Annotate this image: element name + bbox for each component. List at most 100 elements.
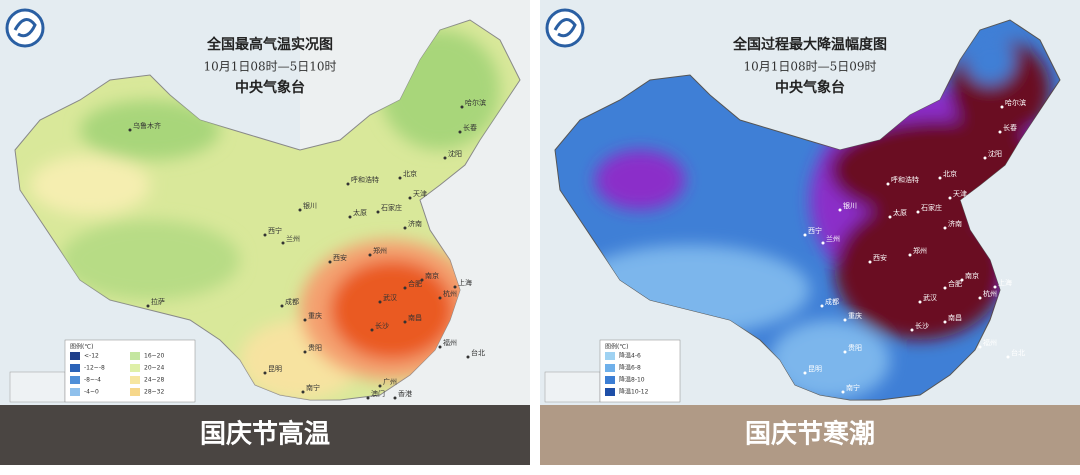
legend-label: 降温6-8 (619, 364, 641, 372)
city-label: 长春 (463, 123, 477, 132)
city-dot (366, 396, 370, 400)
city-label: 哈尔滨 (465, 98, 486, 107)
city-label: 合肥 (948, 279, 962, 288)
right-panel: 全国过程最大降温幅度图 10月1日08时—5日09时 中央气象台 图例(℃) 国… (540, 0, 1080, 465)
city-dot (943, 226, 947, 230)
city-dot (916, 210, 920, 214)
city-label: 贵阳 (848, 343, 862, 352)
city-dot (843, 350, 847, 354)
city-label: 南京 (965, 271, 979, 280)
city-label: 广州 (383, 377, 397, 386)
city-label: 贵阳 (308, 343, 322, 352)
city-label: 济南 (948, 219, 962, 228)
city-label: 兰州 (826, 234, 840, 243)
city-dot (368, 253, 372, 257)
city-label: 长沙 (915, 321, 929, 330)
city-label: 沈阳 (448, 149, 462, 158)
city-dot (303, 350, 307, 354)
legend-label: 20~24 (144, 365, 164, 372)
legend-label: 24~28 (144, 377, 164, 384)
city-dot (993, 285, 997, 289)
city-dot (820, 304, 824, 308)
city-label: 南宁 (846, 383, 860, 392)
city-dot (886, 182, 890, 186)
city-label: 杭州 (443, 289, 457, 298)
legend-swatch (130, 376, 140, 384)
legend-title: 图例(℃) (605, 343, 628, 351)
city-dot (378, 384, 382, 388)
city-label: 沈阳 (988, 149, 1002, 158)
city-dot (298, 208, 302, 212)
map-title: 全国最高气温实况图 (206, 36, 333, 53)
city-dot (458, 130, 462, 134)
city-label: 台北 (471, 348, 485, 357)
city-dot (303, 318, 307, 322)
legend-title: 图例(℃) (70, 343, 93, 351)
city-dot (301, 390, 305, 394)
city-label: 南京 (425, 271, 439, 280)
city-dot (378, 300, 382, 304)
city-dot (280, 304, 284, 308)
caption: 国庆节高温 (200, 419, 330, 450)
city-label: 澳门 (371, 389, 385, 398)
legend-label: 16~20 (144, 353, 164, 360)
city-dot (803, 371, 807, 375)
city-label: 西宁 (808, 226, 822, 235)
city-label: 台北 (1011, 348, 1025, 357)
city-dot (420, 278, 424, 282)
legend-label: 28~32 (144, 389, 164, 396)
city-label: 西安 (333, 253, 347, 262)
city-dot (943, 320, 947, 324)
city-dot (443, 156, 447, 160)
city-dot (370, 328, 374, 332)
city-label: 郑州 (913, 247, 927, 255)
map-period: 10月1日08时—5日10时 (203, 60, 336, 74)
city-label: 昆明 (808, 365, 822, 373)
city-label: 福州 (983, 338, 997, 347)
city-label: 拉萨 (151, 297, 165, 306)
city-dot (868, 260, 872, 264)
city-label: 长沙 (375, 321, 389, 330)
legend-swatch (605, 364, 615, 372)
city-label: 呼和浩特 (891, 175, 919, 184)
city-label: 呼和浩特 (351, 175, 379, 184)
city-label: 乌鲁木齐 (133, 121, 161, 130)
map-title: 全国过程最大降温幅度图 (732, 36, 887, 53)
city-dot (438, 296, 442, 300)
city-label: 重庆 (308, 311, 322, 320)
city-dot (438, 345, 442, 349)
caption: 国庆节寒潮 (745, 419, 875, 450)
city-dot (346, 182, 350, 186)
legend-label: -8~-4 (84, 377, 101, 384)
city-label: 济南 (408, 219, 422, 228)
city-label: 太原 (893, 208, 907, 217)
legend-label: -4~0 (84, 389, 99, 396)
city-label: 上海 (458, 278, 472, 287)
city-dot (908, 253, 912, 257)
city-label: 重庆 (848, 311, 862, 320)
city-dot (466, 355, 470, 359)
city-dot (403, 286, 407, 290)
city-label: 长春 (1003, 123, 1017, 132)
city-label: 北京 (403, 169, 417, 178)
city-dot (938, 176, 942, 180)
city-label: 兰州 (286, 234, 300, 243)
city-label: 上海 (998, 278, 1012, 287)
city-label: 西宁 (268, 226, 282, 235)
city-dot (1000, 105, 1004, 109)
city-label: 南昌 (948, 313, 962, 322)
city-dot (263, 371, 267, 375)
city-dot (281, 241, 285, 245)
city-dot (888, 215, 892, 219)
legend-label: 降温4-6 (619, 352, 641, 360)
city-label: 北京 (943, 169, 957, 178)
legend-swatch (130, 388, 140, 396)
city-dot (403, 320, 407, 324)
legend-swatch (605, 388, 615, 396)
legend-label: 降温8-10 (619, 376, 645, 384)
city-dot (918, 300, 922, 304)
city-dot (983, 156, 987, 160)
city-label: 郑州 (373, 247, 387, 255)
city-label: 香港 (398, 389, 412, 398)
city-label: 杭州 (983, 289, 997, 298)
